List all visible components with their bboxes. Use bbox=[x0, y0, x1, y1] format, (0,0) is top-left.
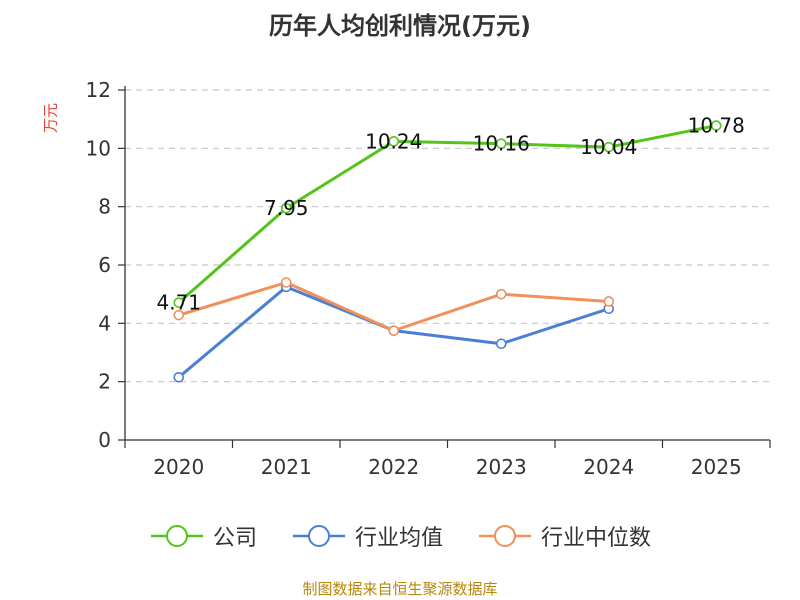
legend-marker-icon bbox=[479, 525, 531, 547]
data-point bbox=[388, 325, 400, 336]
data-label: 10.16 bbox=[473, 132, 530, 156]
legend-marker-icon bbox=[150, 525, 203, 547]
data-point bbox=[495, 288, 507, 300]
source-note: 制图数据来自恒生聚源数据库 bbox=[302, 580, 498, 598]
data-label: 7.95 bbox=[264, 196, 309, 220]
data-point bbox=[280, 202, 292, 214]
data-label: 10.24 bbox=[365, 129, 422, 153]
data-point bbox=[173, 297, 185, 308]
data-point bbox=[495, 338, 507, 350]
legend-label: 行业中位数 bbox=[541, 526, 652, 551]
legend-label: 公司 bbox=[212, 526, 257, 551]
data-point bbox=[603, 141, 615, 153]
legend: 公司 行业均值 行业中位数 bbox=[0, 520, 800, 552]
legend-item[interactable]: 行业均值 bbox=[291, 520, 443, 552]
x-tick-label: 2022 bbox=[368, 455, 419, 479]
series-line bbox=[177, 124, 718, 305]
data-point bbox=[710, 120, 722, 131]
y-tick-label: 12 bbox=[86, 78, 111, 102]
legend-item[interactable]: 行业中位数 bbox=[477, 520, 651, 552]
data-point bbox=[603, 296, 615, 307]
x-tick-label: 2024 bbox=[583, 455, 634, 479]
data-label: 4.71 bbox=[156, 291, 201, 315]
chart-title: 历年人均创利情况(万元) bbox=[269, 12, 531, 40]
y-tick-label: 2 bbox=[98, 370, 111, 394]
data-point bbox=[495, 138, 507, 149]
y-tick-label: 6 bbox=[98, 253, 111, 277]
x-tick-label: 2025 bbox=[691, 455, 742, 479]
legend-label: 行业均值 bbox=[354, 526, 443, 551]
x-tick-label: 2020 bbox=[153, 455, 204, 479]
y-tick-label: 0 bbox=[98, 428, 111, 452]
data-point bbox=[173, 371, 185, 383]
legend-item[interactable]: 公司 bbox=[149, 520, 257, 552]
data-point bbox=[388, 136, 400, 147]
y-tick-label: 10 bbox=[86, 136, 111, 160]
y-tick-label: 8 bbox=[98, 195, 111, 219]
legend-marker-icon bbox=[292, 525, 345, 547]
data-point bbox=[173, 309, 185, 321]
y-tick-label: 4 bbox=[98, 311, 111, 335]
x-tick-label: 2021 bbox=[261, 455, 312, 479]
data-label: 10.78 bbox=[688, 114, 745, 138]
x-tick-label: 2023 bbox=[476, 455, 527, 479]
data-point bbox=[280, 277, 292, 288]
data-label: 10.04 bbox=[580, 135, 637, 159]
